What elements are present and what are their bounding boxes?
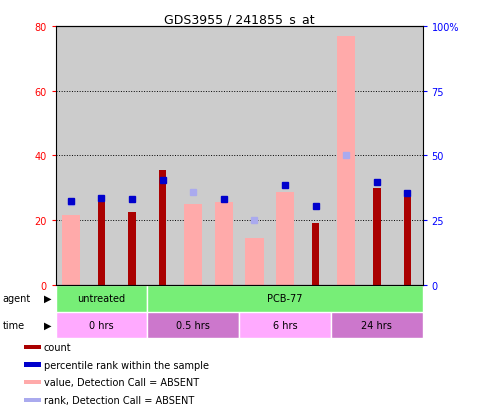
Bar [98,203,105,285]
Text: agent: agent [2,293,30,304]
Text: ▶: ▶ [43,293,51,304]
Text: rank, Detection Call = ABSENT: rank, Detection Call = ABSENT [43,395,194,405]
Bar [24,363,41,367]
Bar [373,188,381,285]
Bar [331,312,423,339]
Bar [24,398,41,402]
Bar [245,238,264,285]
Text: count: count [43,342,71,352]
Bar [276,193,294,285]
Text: 6 hrs: 6 hrs [273,320,297,330]
Text: PCB-77: PCB-77 [267,293,303,304]
Bar [62,216,80,285]
Bar [312,224,319,285]
Text: value, Detection Call = ABSENT: value, Detection Call = ABSENT [43,377,199,387]
Text: ▶: ▶ [43,320,51,330]
Text: 0 hrs: 0 hrs [89,320,114,330]
Bar [24,380,41,384]
Bar [147,285,423,312]
Bar [184,204,202,285]
Bar [403,198,411,285]
Bar [56,312,147,339]
Bar [128,212,136,285]
Bar [159,171,167,285]
Title: GDS3955 / 241855_s_at: GDS3955 / 241855_s_at [164,13,314,26]
Bar [239,312,331,339]
Text: untreated: untreated [77,293,126,304]
Bar [24,345,41,349]
Bar [214,203,233,285]
Text: percentile rank within the sample: percentile rank within the sample [43,360,209,370]
Bar [56,285,147,312]
Bar [337,36,355,285]
Bar [147,312,239,339]
Text: 24 hrs: 24 hrs [361,320,392,330]
Text: time: time [2,320,25,330]
Text: 0.5 hrs: 0.5 hrs [176,320,210,330]
